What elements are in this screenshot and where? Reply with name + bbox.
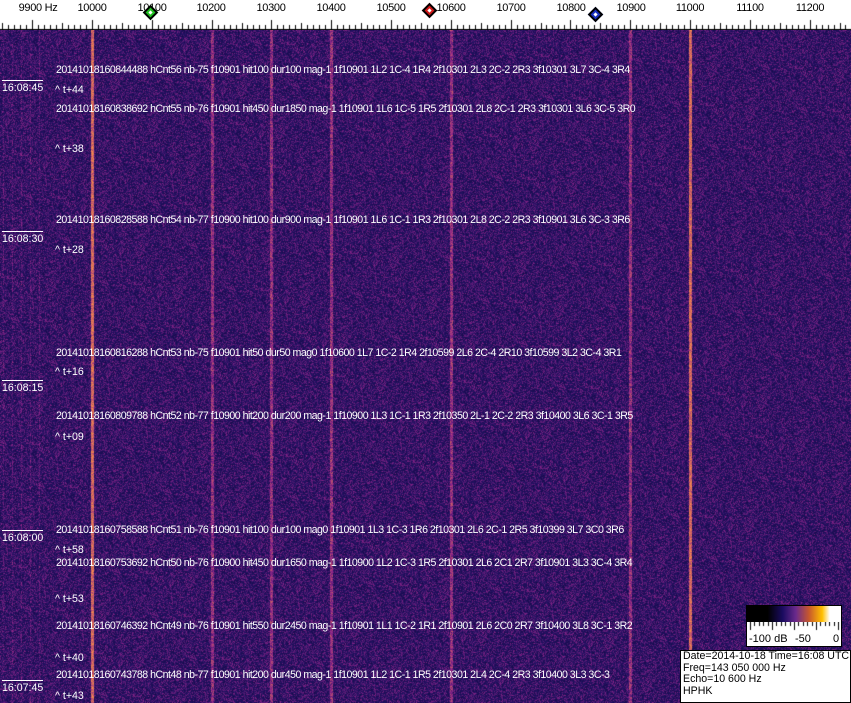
freq-label: 9900 Hz bbox=[18, 2, 58, 14]
color-gradient bbox=[747, 606, 841, 622]
freq-label: 10000 bbox=[77, 2, 107, 14]
freq-label: 11100 bbox=[736, 2, 764, 14]
detection-line: 20141018160743788 hCnt48 nb-77 f10901 hi… bbox=[56, 669, 610, 681]
detection-line: 20141018160753692 hCnt50 nb-76 f10900 hi… bbox=[56, 557, 633, 569]
date-time: Date=2014-10-18 Time=16:08 UTC bbox=[683, 650, 850, 662]
time-offset: ^ t+28 bbox=[55, 244, 84, 256]
time-offset: ^ t+38 bbox=[55, 143, 84, 155]
time-offset: ^ t+43 bbox=[55, 690, 84, 702]
color-scale: -100 dB -50 0 bbox=[746, 605, 842, 647]
time-offset: ^ t+09 bbox=[55, 431, 84, 443]
detection-line: 20141018160838692 hCnt55 nb-76 f10901 hi… bbox=[56, 103, 636, 115]
detection-line: 20141018160758588 hCnt51 nb-76 f10901 hi… bbox=[56, 524, 624, 536]
info-box: Date=2014-10-18 Time=16:08 UTC Freq=143 … bbox=[680, 650, 851, 703]
frequency: Freq=143 050 000 Hz bbox=[683, 661, 786, 674]
detection-line: 20141018160844488 hCnt56 nb-75 f10901 hi… bbox=[56, 64, 630, 76]
detection-line: 20141018160746392 hCnt49 nb-76 f10901 hi… bbox=[56, 620, 633, 632]
time-offset: ^ t+40 bbox=[55, 652, 84, 664]
detection-line: 20141018160828588 hCnt54 nb-77 f10900 hi… bbox=[56, 214, 630, 226]
freq-label: 11200 bbox=[795, 2, 825, 14]
freq-label: 10300 bbox=[256, 2, 286, 14]
time-label: 16:08:45 bbox=[2, 80, 44, 94]
freq-label: 10800 bbox=[556, 2, 586, 14]
echo-frequency: Echo=10 600 Hz bbox=[683, 673, 762, 685]
scale-label: -100 dB bbox=[749, 633, 788, 645]
freq-label: 10600 bbox=[436, 2, 466, 14]
scale-label: 0 bbox=[833, 633, 840, 645]
spectrogram bbox=[0, 30, 851, 703]
time-label: 16:07:45 bbox=[2, 680, 44, 694]
detection-line: 20141018160809788 hCnt52 nb-77 f10900 hi… bbox=[56, 410, 633, 422]
time-offset: ^ t+44 bbox=[55, 84, 84, 96]
freq-label: 10400 bbox=[316, 2, 346, 14]
freq-label: 10200 bbox=[196, 2, 226, 14]
frequency-axis: 9900 Hz 10000 10100 10200 10300 10400 10… bbox=[0, 0, 851, 30]
freq-label: 11000 bbox=[675, 2, 705, 14]
freq-label: 10700 bbox=[496, 2, 526, 14]
color-scale-ticks bbox=[747, 622, 841, 634]
freq-label: 10900 bbox=[616, 2, 646, 14]
time-offset: ^ t+53 bbox=[55, 593, 84, 605]
time-label: 16:08:15 bbox=[2, 380, 44, 394]
time-offset: ^ t+58 bbox=[55, 544, 84, 556]
time-label: 16:08:00 bbox=[2, 530, 44, 544]
scale-label: -50 bbox=[795, 633, 811, 645]
freq-label: 10500 bbox=[376, 2, 406, 14]
detection-line: 20141018160816288 hCnt53 nb-75 f10901 hi… bbox=[56, 347, 622, 359]
time-label: 16:08:30 bbox=[2, 231, 44, 245]
station: HPHK bbox=[683, 684, 713, 697]
time-offset: ^ t+16 bbox=[55, 366, 84, 378]
